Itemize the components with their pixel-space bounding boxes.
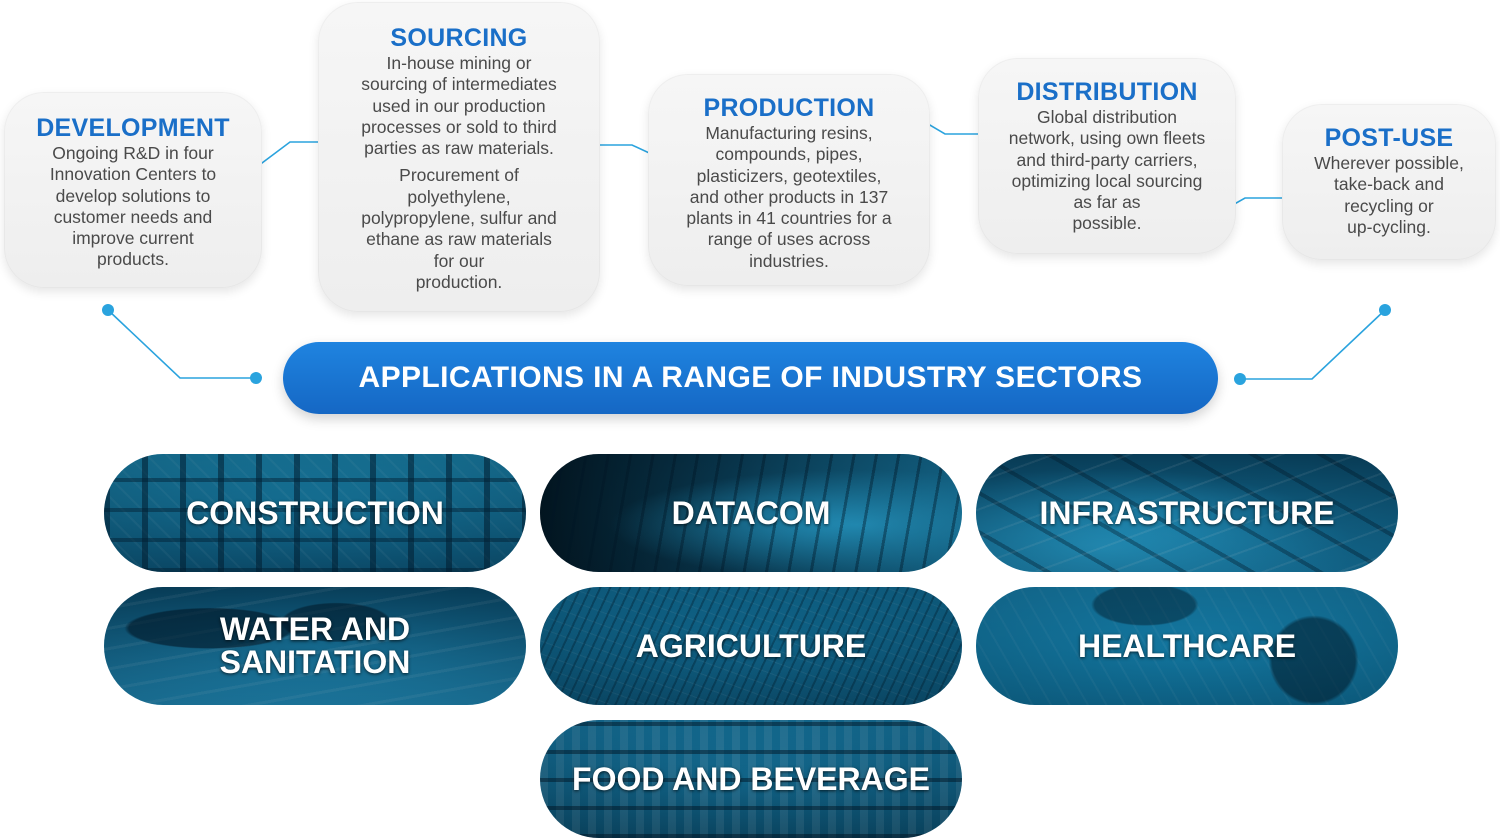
sourcing-text-mining: In-house mining or sourcing of intermedi… (361, 53, 557, 159)
distribution-title: DISTRIBUTION (1016, 78, 1198, 106)
sector-construction-label: CONSTRUCTION (186, 494, 444, 531)
sector-construction: CONSTRUCTION (104, 454, 526, 572)
sector-food-beverage-label: FOOD AND BEVERAGE (572, 760, 930, 797)
production-text: Manufacturing resins, compounds, pipes, … (686, 123, 892, 271)
sourcing-text-procurement: Procurement of polyethylene, polypropyle… (361, 165, 557, 292)
sourcing-card: SOURCING In-house mining or sourcing of … (318, 2, 600, 312)
production-card: PRODUCTION Manufacturing resins, compoun… (648, 74, 930, 286)
sector-healthcare: HEALTHCARE (976, 587, 1398, 705)
connector-development-banner (107, 309, 256, 379)
connector-dot (1379, 304, 1391, 316)
development-card: DEVELOPMENT Ongoing R&D in four Innovati… (4, 92, 262, 288)
sector-datacom: DATACOM (540, 454, 962, 572)
connector-dot (1234, 373, 1246, 385)
connector-dot (102, 304, 114, 316)
development-title: DEVELOPMENT (36, 114, 230, 142)
connector-postuse-banner (1240, 309, 1386, 380)
sector-water-sanitation-label: WATER AND SANITATION (219, 611, 411, 680)
sector-healthcare-label: HEALTHCARE (1077, 627, 1297, 664)
applications-banner: APPLICATIONS IN A RANGE OF INDUSTRY SECT… (283, 342, 1218, 414)
sector-agriculture-label: AGRICULTURE (635, 627, 867, 664)
post-use-card: POST-USE Wherever possible, take-back an… (1282, 104, 1496, 260)
post-use-title: POST-USE (1324, 124, 1454, 152)
sourcing-title: SOURCING (390, 24, 528, 52)
connector-development-sourcing (249, 141, 328, 173)
sector-infrastructure: INFRASTRUCTURE (976, 454, 1398, 572)
sector-datacom-label: DATACOM (671, 494, 831, 531)
development-text: Ongoing R&D in four Innovation Centers t… (49, 143, 217, 270)
applications-banner-label: APPLICATIONS IN A RANGE OF INDUSTRY SECT… (358, 361, 1143, 394)
production-title: PRODUCTION (703, 94, 875, 122)
sector-agriculture: AGRICULTURE (540, 587, 962, 705)
sector-water-sanitation: WATER AND SANITATION (104, 587, 526, 705)
sector-food-beverage: FOOD AND BEVERAGE (540, 720, 962, 838)
post-use-text: Wherever possible, take-back and recycli… (1314, 153, 1464, 237)
connector-dot (250, 372, 262, 384)
distribution-text: Global distribution network, using own f… (1008, 107, 1206, 234)
sector-infrastructure-label: INFRASTRUCTURE (1039, 494, 1335, 531)
distribution-card: DISTRIBUTION Global distribution network… (978, 58, 1236, 254)
